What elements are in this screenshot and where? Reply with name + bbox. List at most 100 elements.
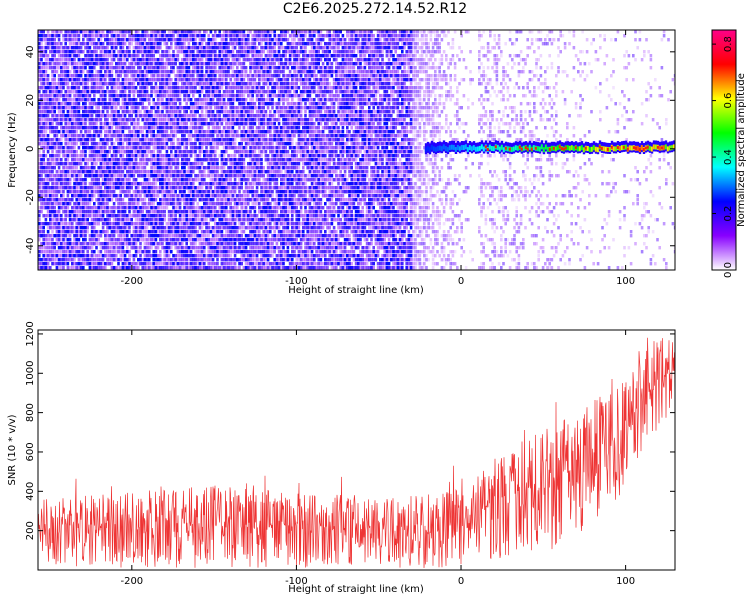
heat-cell — [159, 122, 162, 126]
heat-cell — [236, 122, 239, 126]
heat-cell — [185, 230, 188, 234]
heat-cell — [203, 262, 206, 266]
heat-cell — [44, 58, 48, 62]
heat-cell — [150, 86, 153, 90]
heat-cell — [165, 78, 169, 82]
heat-cell — [194, 114, 197, 118]
heat-cell — [42, 234, 45, 238]
heat-cell — [170, 234, 173, 238]
heat-cell — [172, 58, 175, 62]
heat-cell — [104, 50, 107, 54]
heat-cell — [167, 46, 171, 50]
heat-cell — [115, 230, 118, 234]
heat-cell — [110, 222, 114, 226]
heat-cell — [117, 94, 120, 98]
heat-cell — [189, 98, 193, 102]
heat-cell — [119, 230, 122, 234]
heat-cell — [145, 58, 149, 62]
heat-cell — [132, 94, 136, 98]
heat-cell — [123, 254, 127, 258]
heat-cell — [163, 82, 166, 86]
heat-cell — [170, 222, 173, 226]
heat-cell — [216, 170, 219, 174]
heat-cell — [194, 122, 197, 126]
heat-cell — [99, 126, 103, 130]
heat-cell — [60, 190, 63, 194]
heat-cell — [220, 78, 224, 82]
heat-cell — [115, 138, 118, 142]
heat-cell — [200, 62, 204, 66]
heat-cell — [156, 170, 160, 174]
heat-cell — [209, 150, 213, 154]
heat-cell — [218, 46, 221, 50]
heat-cell — [196, 162, 199, 166]
heat-cell — [66, 234, 70, 238]
heat-cell — [77, 146, 81, 150]
heat-cell — [95, 246, 98, 250]
heat-cell — [225, 254, 228, 258]
heat-cell — [216, 114, 219, 118]
heat-cell — [110, 90, 114, 94]
heat-cell — [117, 178, 120, 182]
heat-cell — [99, 110, 103, 114]
heat-cell — [53, 110, 56, 114]
heat-cell — [126, 250, 129, 254]
heat-cell — [49, 206, 52, 210]
heat-cell — [49, 190, 52, 194]
heat-cell — [57, 130, 61, 134]
heat-cell — [68, 90, 72, 94]
heat-cell — [218, 154, 221, 158]
heat-cell — [79, 262, 83, 266]
heat-cell — [145, 78, 149, 82]
heat-cell — [218, 138, 221, 142]
heat-cell — [99, 134, 103, 138]
heat-cell — [200, 186, 204, 190]
heat-cell — [163, 182, 166, 186]
heat-cell — [222, 250, 226, 254]
heat-cell — [57, 102, 61, 106]
heat-cell — [150, 242, 153, 246]
heat-cell — [40, 178, 43, 182]
heat-cell — [167, 170, 171, 174]
heat-cell — [192, 198, 195, 202]
heat-cell — [90, 214, 94, 218]
heat-cell — [60, 78, 63, 82]
heat-cell — [75, 170, 78, 174]
heat-cell — [145, 266, 149, 270]
heat-cell — [209, 214, 213, 218]
heat-cell — [130, 34, 133, 38]
heat-cell — [194, 90, 197, 94]
heat-cell — [71, 30, 74, 34]
heat-cell — [167, 166, 171, 170]
heat-cell — [205, 182, 208, 186]
heat-cell — [73, 118, 76, 122]
heat-cell — [110, 118, 114, 122]
heat-cell — [93, 234, 96, 238]
heat-cell — [189, 170, 193, 174]
heat-cell — [236, 70, 239, 74]
heat-cell — [159, 74, 162, 78]
heat-cell — [165, 222, 169, 226]
heat-cell — [207, 78, 210, 82]
heat-cell — [117, 226, 120, 230]
heat-cell — [119, 30, 122, 34]
heat-cell — [181, 114, 184, 118]
heat-cell — [40, 106, 43, 110]
heat-cell — [207, 110, 210, 114]
heat-cell — [238, 106, 241, 110]
heat-cell — [51, 54, 54, 58]
heat-cell — [121, 38, 125, 42]
heat-cell — [126, 242, 129, 246]
heat-cell — [143, 202, 147, 206]
heat-cell — [198, 126, 202, 130]
heat-cell — [108, 190, 111, 194]
heat-cell — [148, 234, 151, 238]
heat-cell — [176, 178, 180, 182]
heat-cell — [95, 82, 98, 86]
heat-cell — [38, 210, 41, 214]
heat-cell — [214, 182, 217, 186]
heat-cell — [198, 226, 202, 230]
heat-cell — [137, 190, 140, 194]
heat-cell — [163, 186, 166, 190]
heat-cell — [238, 238, 241, 242]
